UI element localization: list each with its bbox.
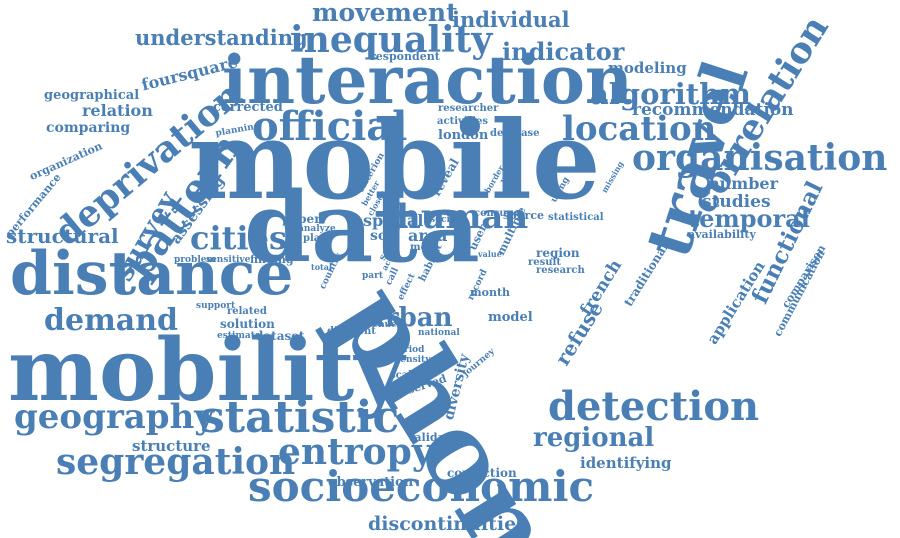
word-inequality: inequality [290,19,493,61]
word-period: period [392,345,425,355]
word-spatial: spatial [363,211,424,230]
word-structure: structure [132,437,211,455]
word-socioeconomic: socioeconomic [248,462,595,511]
word-modeling: modeling [608,59,687,77]
word-support: support [196,301,236,311]
word-organisation: organisation [632,137,888,179]
word-detection: detection [548,383,760,430]
word-validation: validation [408,431,470,444]
word-problem: problem [174,255,216,265]
word-location: location [562,109,717,149]
word-respondent: respondent [370,50,440,63]
word-decrease: decrease [490,128,540,139]
word-research: research [536,265,585,276]
word-missing: missing [599,159,626,195]
word-data: data [244,171,480,284]
word-entropy: entropy [278,431,433,473]
word-corrected: corrected [213,100,283,115]
word-observation: observation [328,475,414,490]
word-value: value [478,249,502,259]
word-different: different [327,326,376,337]
word-estimate: estimate [217,331,261,341]
word-geographical: geographical [44,88,140,103]
word-census: census [474,208,513,219]
word-human: human [396,197,529,237]
word-london: london [438,128,489,143]
word-related: related [227,306,267,317]
word-movement: movement [312,0,458,27]
word-identifying: identifying [580,454,672,472]
word-mobility: mobility [8,320,405,421]
word-scale: scale [390,370,419,381]
word-finding: finding [250,253,294,266]
word-number: number [708,174,778,193]
word-algorithm: algorithm [590,77,751,111]
word-dataset: dataset [255,329,305,343]
word-studies: studies [702,192,771,212]
word-cities: cities [190,219,287,257]
word-venue: venue [367,320,397,330]
word-geography: geography [14,397,215,437]
word-traditional: traditional [621,240,672,309]
word-total: total [311,262,332,272]
word-distance: distance [10,239,294,309]
word-month: month [470,286,511,299]
word-structural: structural [6,224,119,248]
word-recommendation: recommendation [632,100,794,120]
word-organization: organization [27,139,105,183]
word-statistic: statistic [200,392,400,443]
word-analyze: analyze [298,224,336,234]
word-paper: paper [282,212,321,226]
word-soft: soft [370,228,400,244]
word-place: place [303,233,333,244]
word-segregation: segregation [56,441,296,483]
word-refuse: refuse [550,297,608,370]
word-urban: urban [366,303,453,333]
word-interaction: interaction [222,41,633,119]
word-researcher: researcher [438,103,499,114]
word-mobile: mobile [188,98,601,224]
word-relation: relation [82,101,153,120]
word-application: application [703,257,769,348]
word-region: region [536,246,580,260]
word-social: social [430,215,460,225]
word-understanding: understanding [135,25,308,50]
word-comparing: comparing [46,120,131,136]
word-discontinuities: discontinuities [368,513,527,535]
word-national: national [418,328,460,338]
word-solution: solution [220,317,275,331]
word-individual: individual [452,7,570,32]
word-availability: availability [688,228,756,241]
word-indicator: indicator [502,37,625,66]
word-density: density [394,355,431,365]
word-official: official [252,103,408,150]
word-area: area [408,226,448,245]
word-regional: regional [533,423,655,453]
word-statistical: statistical [548,212,604,223]
word-activities: activities [437,116,489,127]
word-model: model [488,310,533,325]
word-temporal: temporal [688,204,810,233]
word-correction: correction [447,466,517,480]
word-more: more [410,242,439,253]
word-demand: demand [44,303,179,338]
word-sensitive: sensitive [206,255,251,265]
word-part: part [362,271,384,281]
word-result: result [528,257,561,268]
word-source: source [503,209,545,222]
